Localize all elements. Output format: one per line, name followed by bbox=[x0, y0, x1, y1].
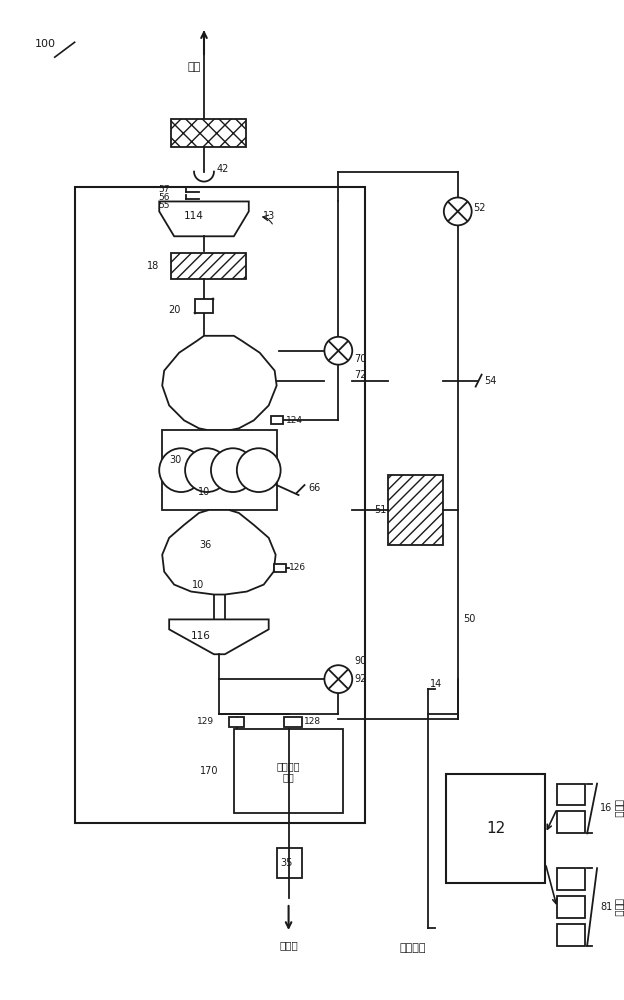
Circle shape bbox=[237, 448, 281, 492]
Bar bbox=[171, 119, 246, 147]
Text: 70: 70 bbox=[354, 354, 367, 364]
Text: 进气: 进气 bbox=[187, 62, 201, 72]
Text: 81: 81 bbox=[600, 902, 612, 912]
Polygon shape bbox=[162, 336, 276, 430]
Text: 14: 14 bbox=[430, 679, 442, 689]
Text: 66: 66 bbox=[308, 483, 321, 493]
Text: 116: 116 bbox=[191, 631, 211, 641]
Text: 50: 50 bbox=[463, 614, 475, 624]
Text: 13: 13 bbox=[263, 211, 275, 221]
Text: 10: 10 bbox=[192, 580, 204, 590]
Bar bbox=[75, 187, 365, 823]
Text: 124: 124 bbox=[286, 416, 303, 425]
Bar bbox=[271, 416, 283, 424]
Circle shape bbox=[324, 337, 353, 365]
Text: 传感器: 传感器 bbox=[614, 799, 624, 818]
Text: 控制系统: 控制系统 bbox=[400, 943, 426, 953]
Text: 35: 35 bbox=[281, 858, 293, 868]
Text: 129: 129 bbox=[197, 717, 214, 726]
Text: 42: 42 bbox=[217, 164, 229, 174]
Circle shape bbox=[324, 665, 353, 693]
Bar bbox=[557, 784, 585, 805]
Bar bbox=[283, 717, 301, 727]
Text: 114: 114 bbox=[184, 211, 204, 221]
Bar bbox=[162, 430, 276, 510]
Bar bbox=[229, 717, 244, 727]
Text: 72: 72 bbox=[354, 370, 367, 380]
Bar bbox=[274, 564, 286, 572]
Bar bbox=[557, 868, 585, 890]
Text: 128: 128 bbox=[303, 717, 321, 726]
Circle shape bbox=[185, 448, 229, 492]
Bar bbox=[195, 299, 213, 313]
Text: 12: 12 bbox=[486, 821, 505, 836]
Text: 30: 30 bbox=[169, 455, 182, 465]
Text: 56: 56 bbox=[158, 193, 170, 202]
Text: 170: 170 bbox=[200, 766, 219, 776]
Text: 100: 100 bbox=[35, 39, 56, 49]
Text: 126: 126 bbox=[288, 563, 306, 572]
Text: 51: 51 bbox=[374, 505, 386, 515]
Polygon shape bbox=[162, 510, 276, 595]
Text: 16: 16 bbox=[600, 803, 612, 813]
Bar bbox=[557, 896, 585, 918]
Text: 20: 20 bbox=[168, 305, 181, 315]
Text: 90: 90 bbox=[354, 656, 366, 666]
Bar bbox=[446, 774, 545, 883]
Bar bbox=[171, 253, 246, 279]
Bar bbox=[276, 848, 301, 878]
Bar bbox=[557, 811, 585, 833]
Bar bbox=[234, 729, 343, 813]
Circle shape bbox=[211, 448, 255, 492]
Polygon shape bbox=[159, 201, 249, 236]
Text: 致动器: 致动器 bbox=[614, 898, 624, 916]
Text: 至大气: 至大气 bbox=[279, 940, 298, 950]
Text: 10: 10 bbox=[198, 487, 210, 497]
Text: 54: 54 bbox=[485, 376, 497, 386]
Polygon shape bbox=[169, 619, 269, 654]
Text: 57: 57 bbox=[158, 185, 170, 194]
Text: 55: 55 bbox=[158, 201, 170, 210]
Bar bbox=[388, 475, 443, 545]
Bar bbox=[557, 924, 585, 946]
Text: 52: 52 bbox=[474, 203, 486, 213]
Text: 36: 36 bbox=[199, 540, 212, 550]
Circle shape bbox=[444, 197, 472, 225]
Text: 92: 92 bbox=[354, 674, 367, 684]
Circle shape bbox=[159, 448, 203, 492]
Text: 18: 18 bbox=[147, 261, 159, 271]
Text: 排放控制
装置: 排放控制 装置 bbox=[277, 761, 300, 782]
